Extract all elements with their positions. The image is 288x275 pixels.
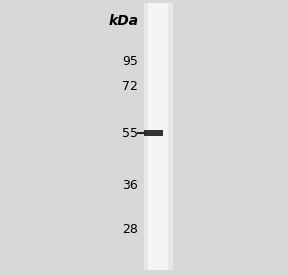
Text: 72: 72 [122,80,138,93]
Bar [144,130,163,136]
Text: 28: 28 [122,223,138,236]
Text: 36: 36 [122,179,138,192]
Text: kDa: kDa [108,14,138,28]
Text: 55: 55 [122,127,138,140]
Bar [148,3,168,270]
Text: 95: 95 [122,55,138,68]
Bar [144,3,173,270]
